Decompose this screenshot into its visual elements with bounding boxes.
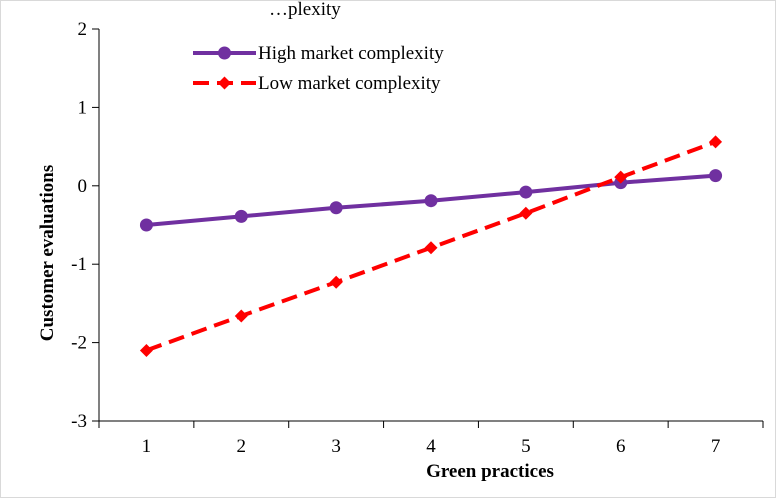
x-tick-label: 4 — [426, 436, 436, 457]
data-point — [709, 169, 723, 183]
x-tick-label: 7 — [711, 436, 721, 457]
series-layer — [139, 135, 723, 357]
data-point — [234, 209, 248, 223]
data-point — [329, 201, 343, 215]
legend-label: High market complexity — [258, 43, 444, 64]
legend-marker — [218, 76, 231, 90]
data-point — [709, 135, 723, 149]
data-point — [614, 170, 628, 184]
y-tick-label: 2 — [78, 19, 88, 40]
y-tick-label: 1 — [78, 97, 88, 118]
data-point — [139, 343, 153, 357]
legend-marker — [218, 46, 231, 60]
chart-title: …plexity — [269, 1, 341, 20]
y-tick-label: -2 — [71, 333, 87, 354]
legend: High market complexity Low market complex… — [193, 43, 444, 94]
x-tick-label: 2 — [237, 436, 247, 457]
y-tick-label: -1 — [71, 254, 87, 275]
y-axis-ticks: 2 1 0 -1 -2 -3 — [71, 19, 99, 432]
x-tick-label: 6 — [616, 436, 626, 457]
data-point — [424, 194, 438, 208]
data-point — [519, 206, 533, 220]
data-point — [329, 275, 343, 289]
data-point — [519, 185, 533, 199]
y-axis-title: Customer evaluations — [37, 165, 58, 341]
x-tick-label: 3 — [331, 436, 341, 457]
y-tick-label: -3 — [71, 411, 87, 432]
data-point — [139, 218, 153, 232]
axes — [98, 29, 763, 422]
data-point — [424, 241, 438, 255]
x-axis-title: Green practices — [426, 461, 554, 482]
x-axis-ticks: 1 2 3 4 5 6 7 — [98, 421, 764, 457]
legend-label: Low market complexity — [258, 73, 441, 94]
x-tick-label: 1 — [142, 436, 152, 457]
data-point — [234, 309, 248, 323]
y-tick-label: 0 — [78, 176, 88, 197]
x-tick-label: 5 — [521, 436, 531, 457]
